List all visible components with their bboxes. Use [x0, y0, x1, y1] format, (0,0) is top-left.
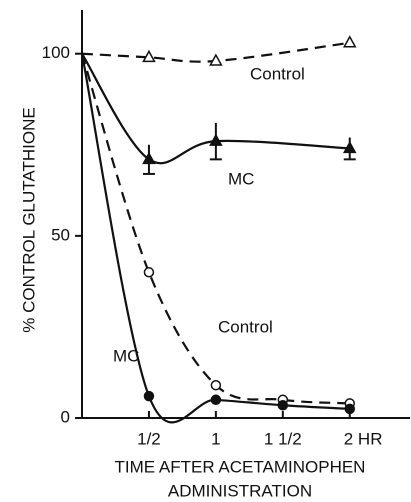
y-tick-label: 50: [51, 225, 70, 244]
marker: [342, 35, 357, 48]
marker: [277, 400, 289, 411]
y-tick-label: 0: [61, 407, 70, 426]
marker: [142, 49, 156, 63]
marker: [142, 151, 156, 165]
x-tick-label: 1: [211, 429, 220, 448]
marker: [143, 390, 155, 402]
marker: [210, 379, 222, 391]
marker: [344, 403, 356, 415]
y-tick-label: 100: [42, 43, 70, 62]
marker: [209, 133, 223, 146]
x-tick-label: 1 1/2: [264, 429, 302, 448]
series-line: [81, 41, 350, 63]
series-label: Control: [218, 317, 273, 336]
series-label: MC: [228, 169, 254, 188]
x-axis-label: TIME AFTER ACETAMINOPHEN: [115, 457, 366, 476]
series-label: MC: [113, 346, 139, 365]
series-line: [80, 53, 350, 424]
x-tick-label: 2 HR: [344, 429, 383, 448]
marker: [210, 394, 222, 406]
series-label: Control: [250, 64, 305, 83]
marker: [342, 140, 357, 154]
marker: [143, 267, 155, 278]
x-tick-label: 1/2: [137, 429, 161, 448]
series-line: [81, 53, 350, 165]
y-axis-label: % CONTROL GLUTATHIONE: [19, 107, 38, 332]
marker: [209, 53, 223, 66]
series-line: [80, 53, 350, 405]
x-axis-label: ADMINISTRATION: [168, 481, 312, 500]
